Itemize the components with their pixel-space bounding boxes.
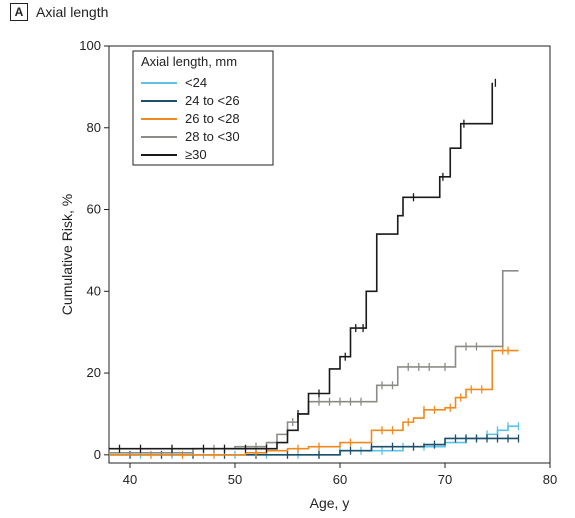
series-layer	[109, 78, 520, 459]
series-2	[109, 346, 519, 459]
y-axis-title: Cumulative Risk, %	[59, 194, 75, 315]
x-axis-title: Age, y	[310, 495, 350, 511]
y-tick-label: 80	[87, 120, 101, 135]
y-tick-label: 0	[94, 447, 101, 462]
legend-label: <24	[185, 75, 207, 90]
plot-frame	[108, 45, 551, 464]
legend-title: Axial length, mm	[141, 54, 237, 69]
series-line	[109, 82, 494, 450]
legend-label: ≥30	[185, 147, 207, 162]
panel-letter: A	[10, 3, 28, 21]
panel-header: A Axial length	[10, 2, 108, 22]
y-tick-label: 40	[87, 283, 101, 298]
panel-title: Axial length	[36, 4, 109, 20]
y-tick-label: 60	[87, 202, 101, 217]
x-tick-label: 50	[228, 472, 242, 487]
x-tick-label: 70	[438, 472, 452, 487]
x-tick-label: 60	[333, 472, 347, 487]
x-tick-label: 80	[543, 472, 557, 487]
legend-label: 26 to <28	[185, 111, 240, 126]
series-3	[109, 270, 519, 457]
legend-label: 24 to <26	[185, 93, 240, 108]
legend: Axial length, mm <24 24 to <26 26 to <28 28 …	[132, 50, 274, 166]
legend-box	[132, 50, 274, 166]
series-line	[109, 270, 519, 454]
legend-label: 28 to <30	[185, 129, 240, 144]
x-tick-label: 40	[123, 472, 137, 487]
y-tick-label: 100	[79, 38, 101, 53]
y-tick-label: 20	[87, 365, 101, 380]
series-4	[109, 78, 497, 453]
series-line	[109, 425, 519, 456]
axes: 0 20 40 60 80 100 40 50 60 70 80 Age, y Cumulative R…	[59, 38, 557, 511]
